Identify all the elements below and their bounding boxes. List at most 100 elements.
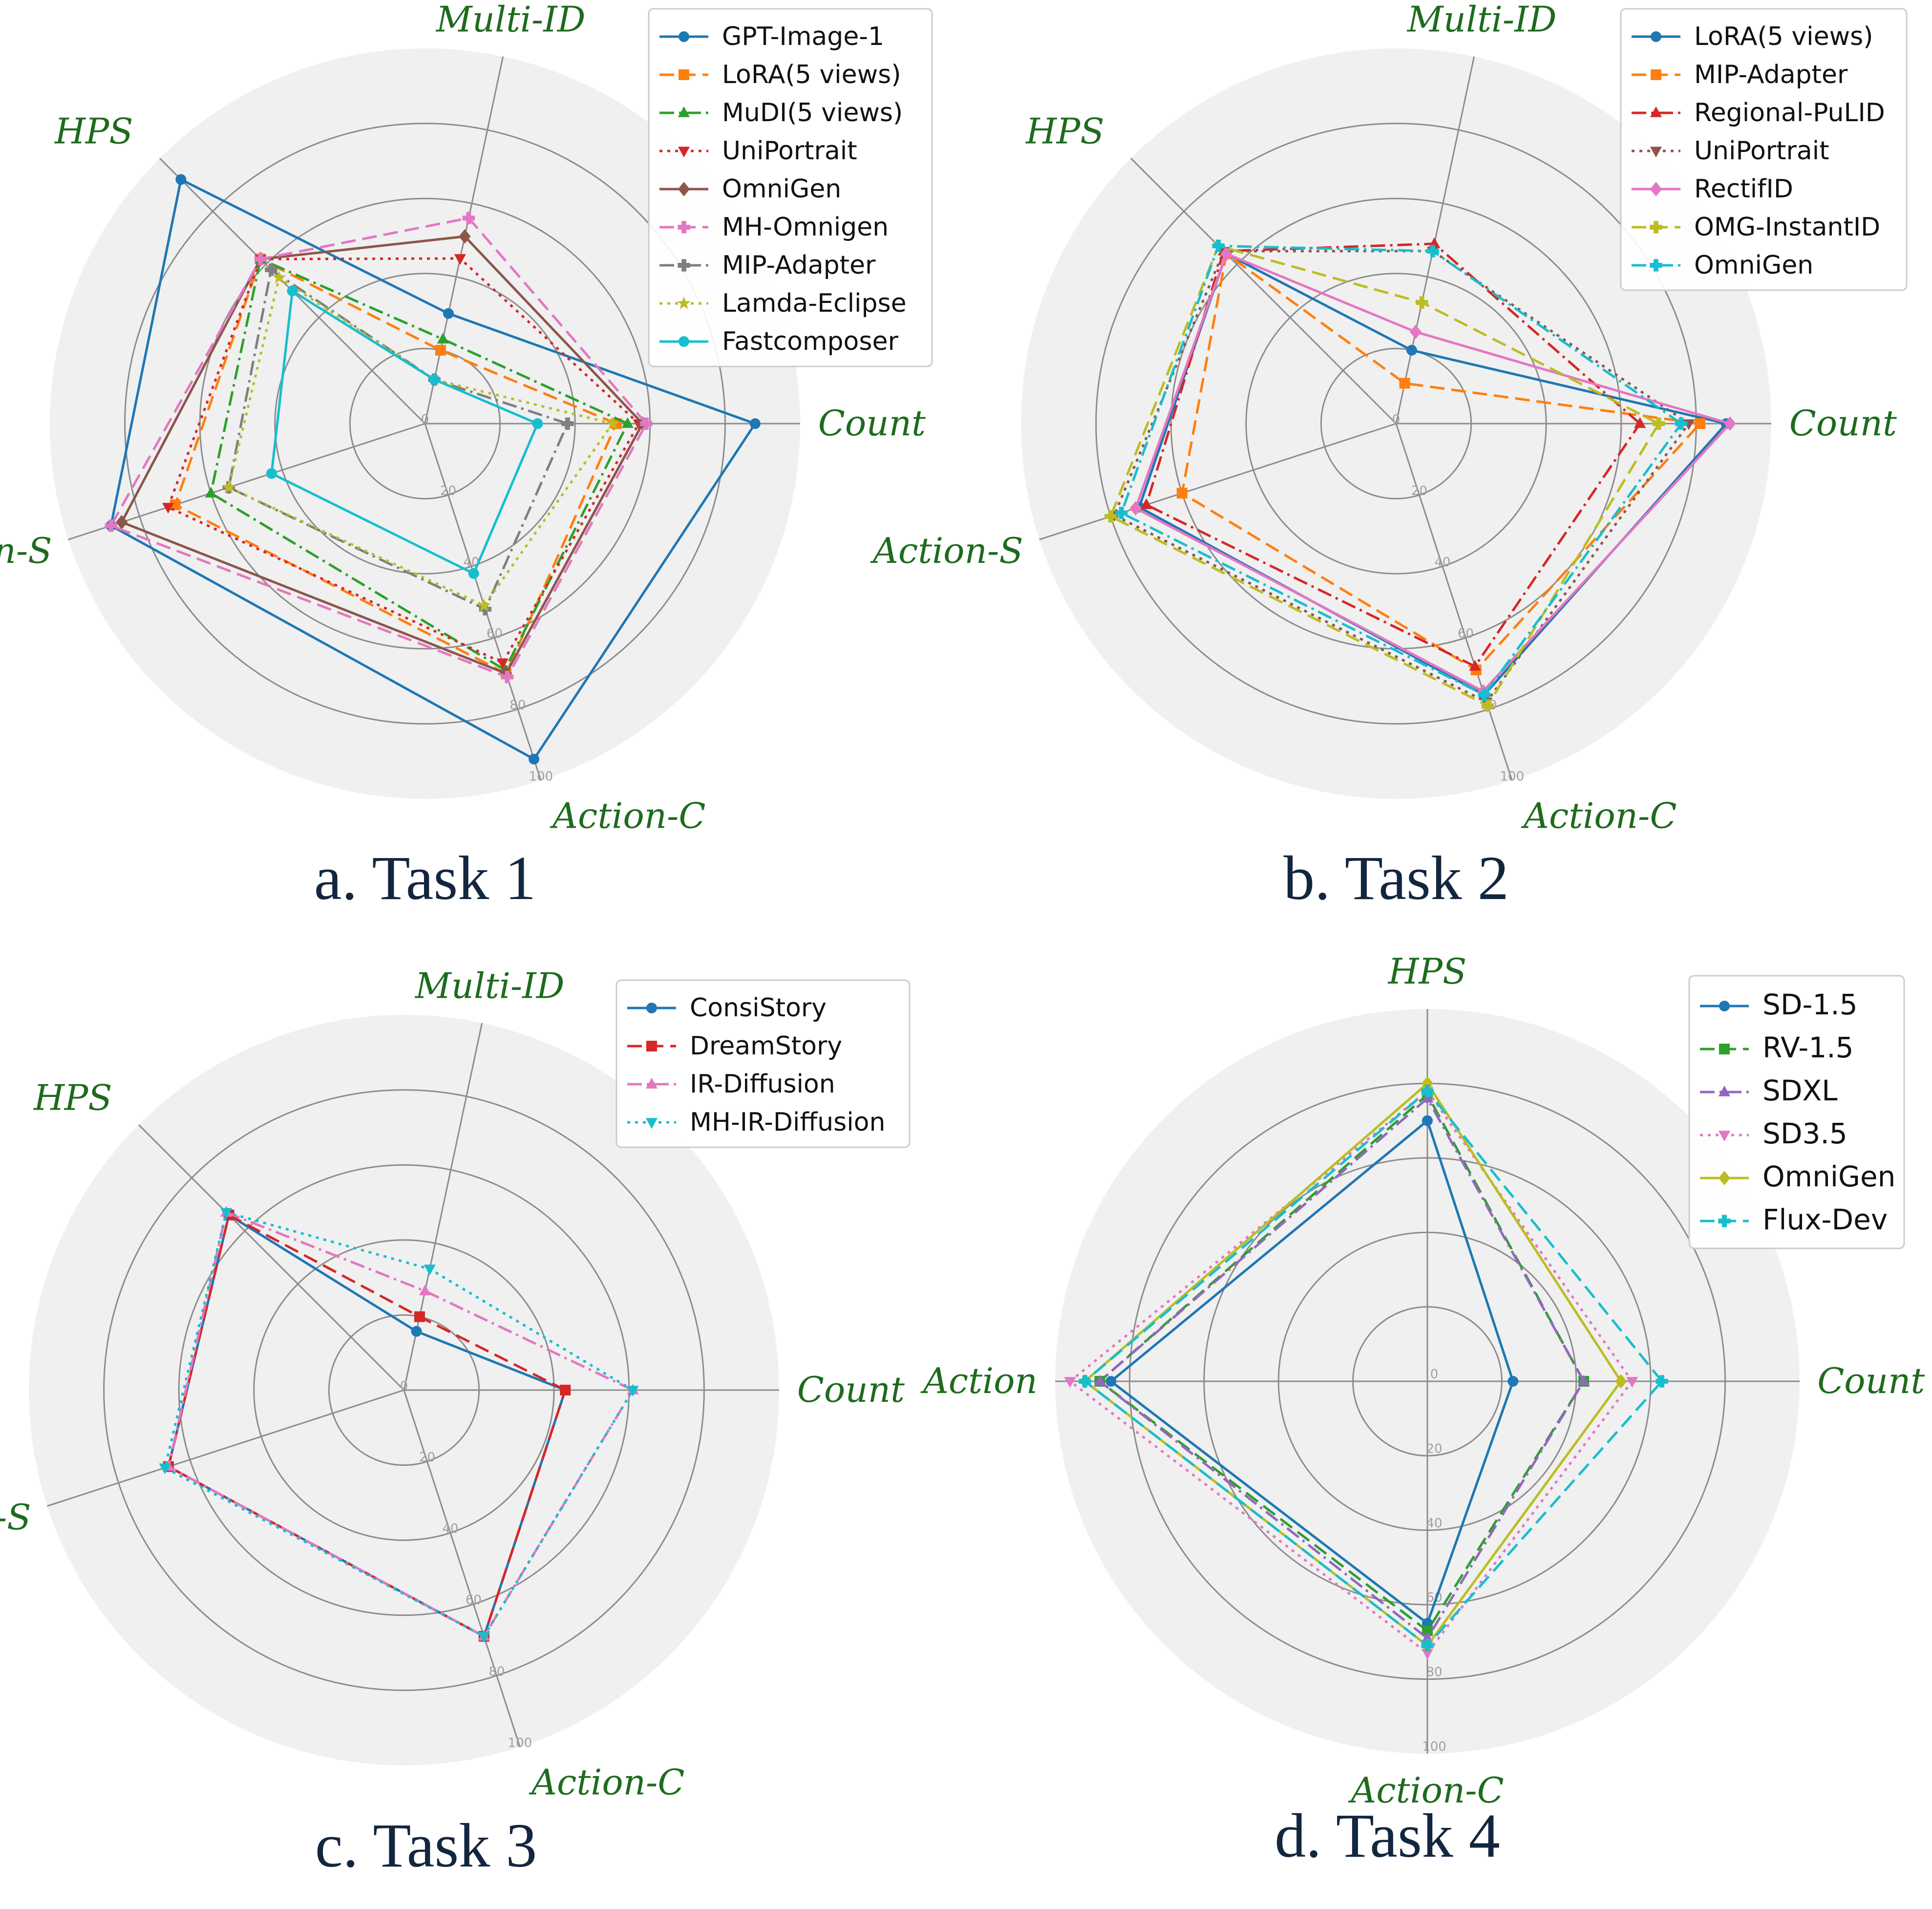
legend-entry: LoRA(5 views)	[1694, 22, 1873, 51]
radial-tick-label: 20	[1411, 484, 1427, 498]
radial-tick-label: 80	[1426, 1665, 1442, 1680]
legend: SD-1.5 RV-1.5 SDXL SD3.5 OmniGen Flux-Dev	[1688, 975, 1905, 1249]
radial-tick-label: 100	[508, 1736, 532, 1750]
data-point	[443, 308, 454, 319]
data-point	[287, 285, 298, 297]
data-point	[1626, 1377, 1638, 1388]
data-point	[454, 254, 466, 265]
data-point	[560, 1385, 571, 1395]
data-point	[1079, 1375, 1091, 1388]
series-line	[1109, 244, 1660, 707]
data-point	[1478, 688, 1491, 701]
legend-marker	[1719, 1044, 1730, 1054]
data-point	[414, 1311, 425, 1322]
data-point	[1406, 344, 1417, 356]
legend-marker	[1650, 147, 1662, 158]
legend-entry: OMG-InstantID	[1694, 213, 1880, 242]
axis-label-action-s: Action-S	[0, 1497, 31, 1538]
axis-label-count: Count	[797, 1369, 905, 1410]
series-omnigen	[1115, 239, 1688, 701]
data-point	[1140, 498, 1152, 509]
data-point	[1416, 296, 1428, 309]
data-point	[621, 417, 634, 428]
legend-entry: IR-Diffusion	[690, 1070, 835, 1099]
axis-spoke	[1395, 423, 1513, 781]
data-point	[1104, 510, 1117, 523]
legend-entry: OmniGen	[1762, 1160, 1895, 1193]
radial-tick-label: 40	[1426, 1516, 1442, 1531]
data-point	[105, 519, 117, 532]
legend-marker	[1718, 1085, 1731, 1096]
legend-entry: MIP-Adapter	[722, 251, 876, 280]
axis-label-count: Count	[1789, 403, 1897, 444]
series-line	[109, 178, 757, 761]
axis-label-action-c: Action-C	[550, 795, 705, 836]
data-point	[222, 480, 235, 493]
series-flux-dev	[1079, 1084, 1668, 1652]
legend-entry: SDXL	[1762, 1074, 1838, 1107]
data-point	[116, 515, 128, 530]
legend-entry: SD3.5	[1762, 1117, 1847, 1150]
legend-marker	[679, 336, 689, 347]
data-point	[749, 418, 761, 429]
data-point	[1409, 324, 1422, 340]
legend-entry: Fastcomposer	[722, 327, 898, 356]
legend-box	[1688, 975, 1905, 1249]
data-point	[1507, 1376, 1519, 1387]
data-point	[1064, 1377, 1076, 1388]
radial-tick-label: 20	[1426, 1441, 1442, 1456]
data-point	[496, 658, 509, 669]
data-point	[1220, 246, 1232, 261]
legend-entry: OmniGen	[722, 174, 841, 204]
series-line	[174, 257, 618, 675]
axis-label-action-s: Action-S	[0, 530, 52, 571]
legend-marker	[678, 106, 690, 117]
axis-spoke	[47, 1389, 404, 1507]
series-line	[109, 216, 648, 679]
series-line	[164, 1211, 634, 1638]
radar-chart-2: 020406080100CountMulti-IDHPSAction-SActi…	[870, 0, 1908, 913]
series-line	[167, 1214, 567, 1638]
data-point	[254, 253, 267, 265]
data-point	[1615, 1374, 1627, 1389]
data-point	[606, 416, 619, 429]
data-point	[627, 1386, 639, 1397]
legend-marker	[1718, 1215, 1731, 1227]
data-point	[435, 344, 446, 356]
panel-caption: d. Task 4	[1274, 1801, 1500, 1870]
radial-tick-label: 0	[400, 1379, 408, 1394]
data-point	[265, 263, 277, 276]
legend-marker	[678, 259, 690, 272]
legend-box	[1620, 8, 1908, 291]
data-point	[1634, 417, 1646, 428]
axis-label-count: Count	[1817, 1360, 1925, 1401]
legend-marker	[1650, 221, 1662, 234]
axis-label-action-c: Action-C	[1348, 1770, 1504, 1811]
series-line	[227, 268, 569, 611]
legend-entry: DreamStory	[690, 1031, 842, 1061]
data-point	[477, 599, 491, 612]
legend-marker	[645, 1118, 658, 1129]
data-point	[459, 229, 471, 244]
data-point	[1399, 378, 1410, 389]
axis-label-hps: HPS	[1025, 111, 1104, 152]
data-point	[1094, 1374, 1106, 1386]
data-point	[1422, 1115, 1433, 1126]
radial-tick-label: 100	[529, 769, 553, 784]
radar-chart-4: 020406080100CountHPSActionAction-CSD-1.5…	[920, 951, 1926, 1870]
legend-entry: MH-Omnigen	[722, 213, 889, 242]
legend: LoRA(5 views) MIP-Adapter Regional-PuLID Un…	[1620, 8, 1908, 291]
axis-spoke	[1039, 423, 1397, 540]
radial-tick-label: 0	[1430, 1367, 1439, 1382]
legend-marker	[1651, 31, 1661, 42]
legend: ConsiStory DreamStory IR-Diffusion MH-IR-Di…	[616, 979, 911, 1148]
axis-label-hps: HPS	[54, 111, 133, 152]
data-point	[529, 753, 540, 765]
data-point	[429, 374, 440, 385]
data-point	[1129, 501, 1142, 516]
data-point	[640, 417, 653, 430]
panel-caption: b. Task 2	[1283, 843, 1509, 913]
legend-marker	[645, 1077, 658, 1089]
legend-box	[616, 979, 911, 1148]
